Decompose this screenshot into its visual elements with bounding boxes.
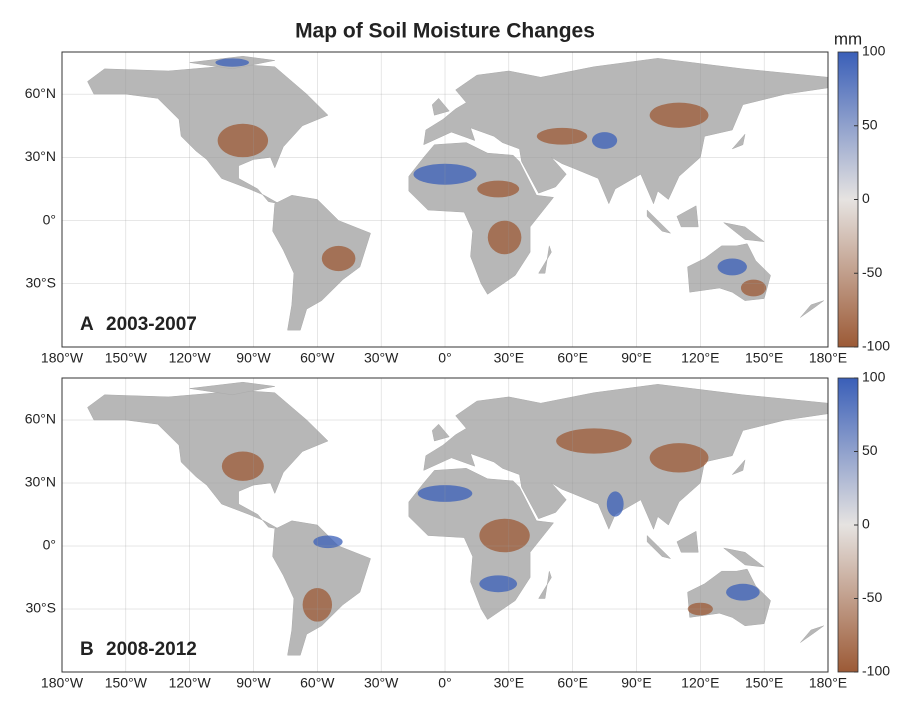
x-tick-label: 30°E <box>494 675 525 691</box>
x-tick-label: 60°E <box>557 350 588 366</box>
moisture-patch <box>591 132 618 149</box>
x-tick-label: 30°E <box>494 350 525 366</box>
y-tick-label: 0° <box>43 211 56 227</box>
land <box>87 390 329 530</box>
x-tick-label: 30°W <box>364 675 399 691</box>
colorbar-tick-label: 0 <box>862 516 870 532</box>
moisture-patch <box>717 258 747 276</box>
colorbar-tick-label: -100 <box>862 338 890 354</box>
moisture-patch <box>479 575 518 593</box>
land <box>87 64 329 204</box>
colorbar-tick-label: 0 <box>862 190 870 206</box>
colorbar-tick-label: -50 <box>862 589 882 605</box>
moisture-patch <box>313 535 343 549</box>
x-tick-label: 120°W <box>169 675 212 691</box>
y-tick-label: 60°N <box>25 85 56 101</box>
panel-period: 2008-2012 <box>106 639 197 660</box>
x-tick-label: 60°W <box>300 350 335 366</box>
x-tick-label: 90°W <box>236 675 271 691</box>
moisture-patch <box>477 180 520 198</box>
moisture-patch <box>321 245 356 272</box>
colorbar-unit: mm <box>834 29 862 48</box>
x-tick-label: 90°E <box>621 350 652 366</box>
land <box>732 459 746 475</box>
moisture-patch <box>556 428 632 454</box>
x-tick-label: 180°W <box>41 350 84 366</box>
x-tick-label: 180°E <box>809 350 847 366</box>
panel-letter: B <box>80 639 94 660</box>
land <box>272 195 371 331</box>
x-tick-label: 0° <box>438 350 451 366</box>
y-tick-label: 30°N <box>25 474 56 490</box>
land <box>646 534 672 560</box>
x-tick-label: 60°W <box>300 675 335 691</box>
panel-period: 2003-2007 <box>106 314 197 335</box>
moisture-patch <box>217 123 269 158</box>
title: Map of Soil Moisture Changes <box>295 20 595 43</box>
panel-letter: A <box>80 314 94 335</box>
y-tick-label: 0° <box>43 537 56 553</box>
x-tick-label: 120°E <box>681 350 719 366</box>
y-tick-label: 30°S <box>25 600 56 616</box>
y-tick-label: 30°N <box>25 148 56 164</box>
x-tick-label: 180°W <box>41 675 84 691</box>
x-tick-label: 30°W <box>364 350 399 366</box>
colorbar-tick-label: -50 <box>862 264 882 280</box>
moisture-patch <box>649 443 709 473</box>
x-tick-label: 120°W <box>169 350 212 366</box>
land <box>800 625 824 643</box>
map-panel <box>61 51 829 348</box>
moisture-patch <box>215 58 250 67</box>
panel-border <box>61 377 829 673</box>
colorbar-tick-label: 50 <box>862 116 878 132</box>
x-tick-label: 0° <box>438 675 451 691</box>
x-tick-label: 150°E <box>745 350 783 366</box>
x-tick-label: 90°W <box>236 350 271 366</box>
panel-border <box>61 51 829 348</box>
colorbar-tick-label: -100 <box>862 663 890 679</box>
x-tick-label: 150°W <box>105 675 148 691</box>
land <box>538 571 552 599</box>
colorbar-tick-label: 100 <box>862 43 886 59</box>
land <box>538 245 552 274</box>
moisture-patch <box>649 102 709 128</box>
colorbar-tick-label: 100 <box>862 369 886 385</box>
moisture-patch <box>726 583 760 601</box>
moisture-patch <box>221 451 264 481</box>
land <box>646 209 672 234</box>
land <box>676 205 699 228</box>
x-tick-label: 60°E <box>557 675 588 691</box>
y-tick-label: 60°N <box>25 411 56 427</box>
map-panel <box>61 377 829 673</box>
y-tick-label: 30°S <box>25 274 56 290</box>
moisture-patch <box>487 220 522 255</box>
moisture-patch <box>479 518 530 553</box>
x-tick-label: 150°E <box>745 675 783 691</box>
moisture-patch <box>606 491 624 517</box>
moisture-patch <box>536 127 588 145</box>
colorbar-tick-label: 50 <box>862 442 878 458</box>
x-tick-label: 150°W <box>105 350 148 366</box>
x-tick-label: 90°E <box>621 675 652 691</box>
land <box>732 133 746 150</box>
land <box>800 300 824 318</box>
x-tick-label: 120°E <box>681 675 719 691</box>
x-tick-label: 180°E <box>809 675 847 691</box>
land <box>676 530 699 553</box>
moisture-patch <box>740 279 767 297</box>
